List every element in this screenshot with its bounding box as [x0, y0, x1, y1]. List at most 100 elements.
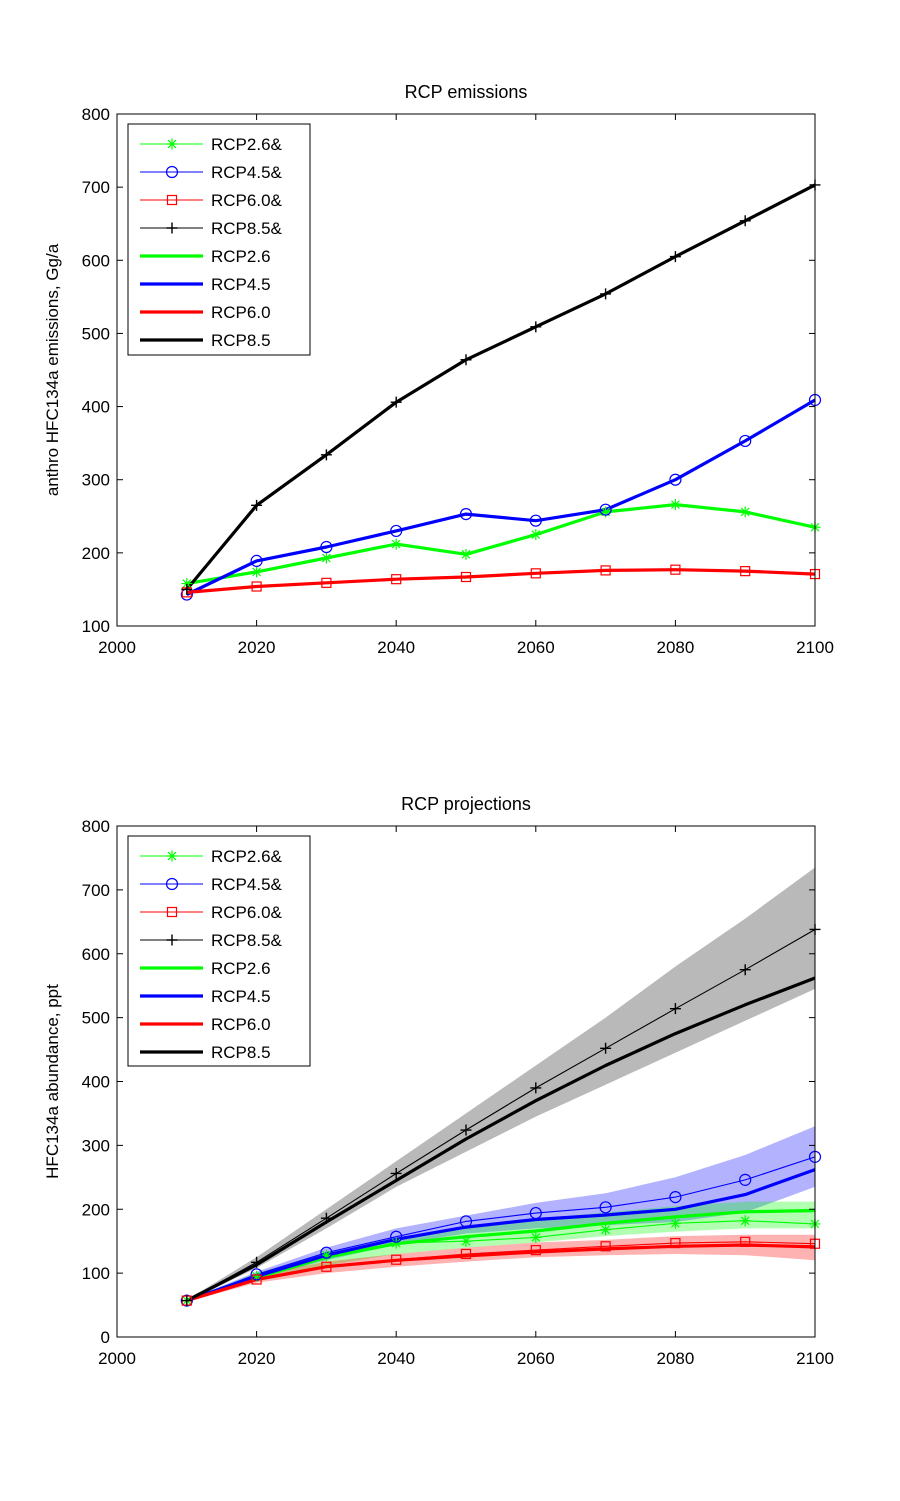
x-tick-label: 2040	[377, 1349, 415, 1368]
y-tick-label: 300	[82, 1136, 110, 1155]
data-point-plus	[460, 354, 472, 366]
data-point-plus	[739, 215, 751, 227]
data-point-circle	[459, 507, 473, 521]
x-tick-label: 2060	[517, 638, 555, 657]
series-line-rcp45	[186, 1168, 816, 1303]
data-point-star	[460, 1235, 472, 1247]
y-tick-label: 600	[82, 945, 110, 964]
y-tick-label: 600	[82, 251, 110, 270]
data-point-square	[321, 577, 332, 588]
data-point-square	[740, 566, 751, 577]
data-point-square	[460, 1248, 472, 1260]
legend-label: RCP6.0	[211, 303, 271, 322]
series-line-rcp85	[185, 183, 816, 591]
legend-marker-star	[166, 138, 178, 150]
data-point-plus	[530, 321, 542, 333]
data-point-circle	[250, 1268, 263, 1281]
legend-label: RCP2.6	[211, 959, 271, 978]
data-point-square	[251, 581, 262, 592]
chart-2: 2000 2020 2040 2060 2080 2100 0 100 200 300 400 500…	[43, 794, 834, 1368]
data-point-circle	[669, 473, 682, 486]
y-tick-label: 100	[82, 617, 110, 636]
chart-1: 2000 2020 2040 2060 2080 2100 100 200 300 400 500 6…	[43, 82, 834, 657]
data-point-star	[251, 566, 263, 578]
x-tick-label: 2100	[796, 638, 834, 657]
legend-label: RCP2.6&	[211, 135, 283, 154]
x-tick-label: 2060	[517, 1349, 555, 1368]
data-point-star	[600, 506, 612, 518]
y-tick-label: 100	[82, 1264, 110, 1283]
data-point-plus	[320, 1212, 332, 1224]
x-tick-label: 2080	[656, 638, 694, 657]
y-tick-label: 700	[82, 881, 110, 900]
data-point-star	[390, 1237, 402, 1249]
x-tick-label: 2000	[98, 1349, 136, 1368]
legend-label: RCP6.0&	[211, 903, 283, 922]
data-point-star	[600, 1224, 612, 1236]
legend-label: RCP8.5&	[211, 219, 283, 238]
y-tick-label: 800	[82, 817, 110, 836]
chart-title: RCP projections	[401, 794, 531, 814]
data-point-circle	[320, 1246, 333, 1259]
data-point-plus	[669, 251, 681, 263]
data-point-square	[740, 1236, 751, 1247]
x-tick-label: 2040	[377, 638, 415, 657]
data-point-square	[530, 1245, 541, 1256]
data-point-plus	[251, 1256, 263, 1268]
legend-marker-plus	[166, 222, 178, 234]
data-point-square	[670, 1238, 681, 1249]
series-line-rcp85-amp	[186, 929, 816, 1302]
data-point-plus	[181, 583, 193, 595]
legend-marker-circle	[165, 165, 179, 179]
legend-label: RCP4.5	[211, 987, 271, 1006]
legend-label: RCP8.5	[211, 331, 271, 350]
legend-label: RCP8.5&	[211, 931, 283, 950]
y-tick-label: 500	[82, 324, 110, 343]
x-tick-label: 2080	[656, 1349, 694, 1368]
legend-marker-square	[166, 194, 178, 206]
legend-label: RCP4.5&	[211, 875, 283, 894]
data-point-plus	[739, 964, 751, 976]
data-point-star	[251, 1270, 263, 1282]
data-point-star	[530, 1231, 542, 1243]
x-tick-label: 2020	[238, 638, 276, 657]
legend-marker-square	[166, 906, 178, 918]
legend: RCP2.6&RCP4.5&RCP6.0&RCP8.5&RCP2.6 RCP4.5…	[127, 835, 311, 1067]
data-point-plus	[390, 396, 402, 408]
data-point-star	[181, 578, 193, 590]
data-point-square	[460, 571, 472, 583]
y-tick-label: 200	[82, 544, 110, 563]
legend-label: RCP8.5	[211, 1043, 271, 1062]
data-point-circle	[739, 434, 752, 448]
legend-label: RCP2.6&	[211, 847, 283, 866]
chart-title: RCP emissions	[405, 82, 528, 102]
data-point-circle	[250, 554, 263, 568]
data-point-circle	[459, 1215, 473, 1228]
series-line-rcp26	[186, 503, 816, 586]
data-point-square	[321, 1261, 332, 1272]
series-line-rcp60	[186, 568, 816, 594]
y-axis-label: anthro HFC134a emissions, Gg/a	[43, 243, 62, 496]
legend-marker-plus	[166, 934, 178, 946]
data-point-circle	[739, 1173, 752, 1186]
data-point-circle	[529, 1206, 542, 1220]
legend: RCP2.6&RCP4.5&RCP6.0&RCP8.5&RCP2.6 RCP4.5…	[127, 123, 311, 356]
data-point-plus	[530, 1082, 542, 1094]
y-axis-label: HFC134a abundance, ppt	[43, 984, 62, 1179]
data-point-square	[600, 565, 611, 576]
data-point-square	[391, 574, 402, 585]
data-point-star	[739, 506, 751, 518]
data-point-plus	[600, 288, 612, 300]
y-tick-label: 400	[82, 1073, 110, 1092]
legend-label: RCP6.0&	[211, 191, 283, 210]
legend-label: RCP2.6	[211, 247, 271, 266]
x-tick-label: 2020	[238, 1349, 276, 1368]
x-tick-label: 2000	[98, 638, 136, 657]
y-tick-label: 700	[82, 178, 110, 197]
data-point-plus	[669, 1003, 681, 1015]
data-point-star	[530, 529, 542, 541]
data-point-circle	[320, 540, 333, 554]
uncertainty-band-4	[186, 1234, 816, 1302]
series-line-rcp45	[186, 398, 816, 596]
data-point-plus	[390, 1167, 402, 1179]
